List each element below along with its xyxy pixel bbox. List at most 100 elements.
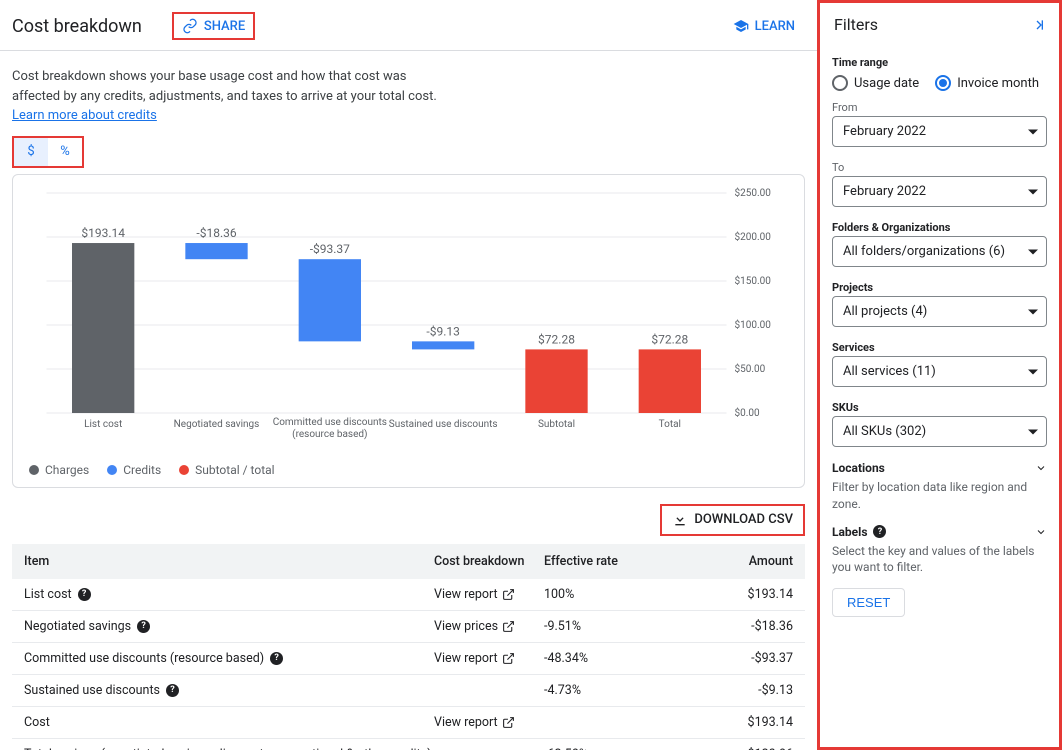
radio-invoice-month[interactable]: Invoice month: [935, 75, 1039, 91]
legend-dot: [29, 465, 39, 475]
rate-cell: -9.51%: [544, 619, 664, 634]
table-row: Negotiated savings?View prices-9.51%-$18…: [12, 611, 805, 643]
svg-text:-$18.36: -$18.36: [196, 226, 236, 240]
item-label: Total savings (negotiated savings, disco…: [24, 747, 431, 750]
locations-expander[interactable]: Locations: [832, 461, 1047, 475]
folders-select[interactable]: All folders/organizations (6): [832, 236, 1047, 267]
table-row: CostView report$193.14: [12, 707, 805, 739]
svg-text:-$9.13: -$9.13: [426, 324, 459, 338]
chevron-down-icon: [1028, 249, 1038, 254]
labels-help: Select the key and values of the labels …: [832, 543, 1047, 577]
legend-label: Credits: [123, 463, 161, 477]
legend-dot: [107, 465, 117, 475]
radio-usage-label: Usage date: [854, 76, 919, 91]
to-select[interactable]: February 2022: [832, 176, 1047, 207]
chevron-down-icon: [1035, 462, 1047, 474]
external-link-icon: [502, 620, 515, 633]
help-icon[interactable]: ?: [270, 652, 283, 665]
view-link[interactable]: View report: [434, 651, 498, 666]
services-label: Services: [832, 341, 1047, 354]
help-icon[interactable]: ?: [166, 684, 179, 697]
locations-label: Locations: [832, 461, 885, 475]
collapse-panel-icon[interactable]: [1031, 17, 1047, 33]
legend-item: Charges: [29, 463, 89, 477]
external-link-icon: [502, 716, 515, 729]
link-icon: [182, 18, 198, 34]
chevron-down-icon: [1028, 189, 1038, 194]
learn-label: LEARN: [755, 19, 795, 34]
radio-icon: [832, 75, 848, 91]
learn-more-link[interactable]: Learn more about credits: [12, 108, 157, 123]
skus-select[interactable]: All SKUs (302): [832, 416, 1047, 447]
chevron-down-icon: [1028, 129, 1038, 134]
download-csv-button[interactable]: DOWNLOAD CSV: [660, 504, 805, 536]
waterfall-chart: $0.00$50.00$100.00$150.00$200.00$250.00$…: [33, 183, 780, 443]
share-button[interactable]: SHARE: [172, 12, 255, 40]
rate-cell: -62.58%: [544, 747, 664, 750]
rate-cell: 100%: [544, 587, 664, 602]
view-link[interactable]: View prices: [434, 619, 498, 634]
folders-value: All folders/organizations (6): [843, 244, 1005, 259]
legend-dot: [179, 465, 189, 475]
cost-table: Item Cost breakdown Effective rate Amoun…: [12, 544, 805, 750]
item-label: Sustained use discounts: [24, 683, 160, 698]
svg-text:Subtotal: Subtotal: [538, 419, 575, 430]
rate-cell: -48.34%: [544, 651, 664, 666]
chevron-down-icon: [1035, 526, 1047, 538]
svg-text:Committed use discounts: Committed use discounts: [273, 417, 387, 428]
labels-expander[interactable]: Labels?: [832, 525, 1047, 539]
chart-legend: Charges Credits Subtotal / total: [13, 455, 804, 487]
svg-text:$193.14: $193.14: [81, 226, 125, 240]
from-select[interactable]: February 2022: [832, 116, 1047, 147]
help-icon[interactable]: ?: [78, 588, 91, 601]
reset-button[interactable]: RESET: [832, 588, 905, 617]
svg-text:Total: Total: [659, 419, 681, 430]
amount-cell: $193.14: [664, 587, 793, 602]
item-label: List cost: [24, 587, 72, 602]
view-link[interactable]: View report: [434, 587, 498, 602]
svg-text:$150.00: $150.00: [735, 274, 772, 287]
locations-help: Filter by location data like region and …: [832, 479, 1047, 513]
filters-panel: Filters Time range Usage date Invoice mo…: [817, 0, 1062, 750]
help-icon[interactable]: ?: [137, 620, 150, 633]
learn-button[interactable]: LEARN: [727, 14, 801, 38]
skus-value: All SKUs (302): [843, 424, 926, 439]
svg-text:Sustained use discounts: Sustained use discounts: [389, 419, 498, 430]
services-value: All services (11): [843, 364, 936, 379]
projects-value: All projects (4): [843, 304, 927, 319]
radio-usage-date[interactable]: Usage date: [832, 75, 919, 91]
projects-label: Projects: [832, 281, 1047, 294]
labels-label: Labels: [832, 525, 867, 539]
svg-text:$0.00: $0.00: [735, 406, 760, 419]
header-bar: Cost breakdown SHARE LEARN: [0, 0, 817, 51]
header-item: Item: [24, 554, 434, 569]
table-row: Total savings (negotiated savings, disco…: [12, 739, 805, 750]
dollar-toggle[interactable]: $: [14, 138, 48, 166]
download-icon: [672, 512, 688, 528]
rate-cell: -4.73%: [544, 683, 664, 698]
graduation-cap-icon: [733, 18, 749, 34]
radio-invoice-label: Invoice month: [957, 76, 1039, 91]
download-label: DOWNLOAD CSV: [694, 512, 793, 527]
view-link[interactable]: View report: [434, 715, 498, 730]
header-breakdown: Cost breakdown: [434, 554, 544, 569]
svg-text:$100.00: $100.00: [735, 318, 772, 331]
amount-cell: -$93.37: [664, 651, 793, 666]
folders-label: Folders & Organizations: [832, 221, 1047, 234]
amount-cell: -$9.13: [664, 683, 793, 698]
legend-item: Subtotal / total: [179, 463, 274, 477]
legend-item: Credits: [107, 463, 161, 477]
help-icon[interactable]: ?: [873, 525, 886, 538]
item-label: Committed use discounts (resource based): [24, 651, 264, 666]
projects-select[interactable]: All projects (4): [832, 296, 1047, 327]
percent-toggle[interactable]: %: [48, 138, 82, 166]
services-select[interactable]: All services (11): [832, 356, 1047, 387]
from-label: From: [832, 101, 1047, 114]
svg-text:List cost: List cost: [84, 419, 122, 430]
chevron-down-icon: [1028, 429, 1038, 434]
svg-text:(resource based): (resource based): [292, 428, 367, 440]
description-body: Cost breakdown shows your base usage cos…: [12, 69, 437, 104]
description-text: Cost breakdown shows your base usage cos…: [0, 51, 450, 136]
to-label: To: [832, 161, 1047, 174]
external-link-icon: [502, 652, 515, 665]
